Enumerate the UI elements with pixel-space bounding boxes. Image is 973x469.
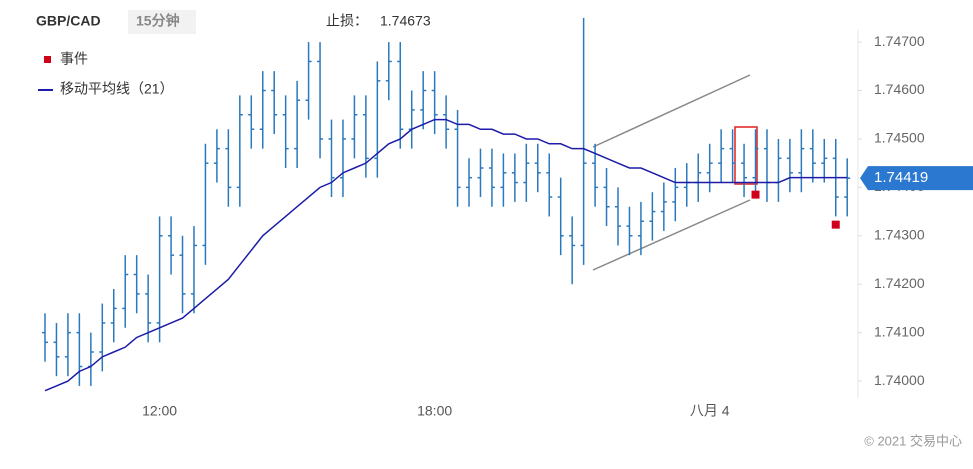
x-tick-label: 12:00 (142, 403, 177, 419)
interval: 15分钟 (136, 13, 180, 29)
legend-event-swatch (44, 56, 51, 63)
x-tick-label: 八月 4 (690, 403, 730, 419)
y-tick-label: 1.74300 (874, 226, 925, 242)
y-tick-label: 1.74700 (874, 33, 925, 49)
y-tick-label: 1.74500 (874, 130, 925, 146)
copyright: © 2021 交易中心 (864, 433, 962, 448)
channel-upper (592, 74, 751, 148)
y-tick-label: 1.74100 (874, 323, 925, 339)
highlight-box (734, 126, 758, 185)
event-marker (831, 220, 840, 229)
symbol: GBP/CAD (36, 13, 101, 29)
legend-event: 事件 (60, 51, 88, 67)
moving-average (44, 118, 848, 392)
event-marker (751, 190, 760, 199)
legend-ma: 移动平均线（21） (60, 81, 174, 97)
interval-chip (128, 10, 196, 34)
channel-lower (592, 199, 751, 271)
last-price-label: 1.74419 (874, 169, 928, 186)
y-tick-label: 1.74200 (874, 275, 925, 291)
x-tick-label: 18:00 (417, 403, 452, 419)
y-tick-label: 1.74000 (874, 372, 925, 388)
stop-loss-label: 止损： (326, 13, 368, 29)
stop-loss-value: 1.74673 (380, 13, 431, 29)
last-price-tag (860, 166, 973, 191)
y-tick-label: 1.74600 (874, 81, 925, 97)
